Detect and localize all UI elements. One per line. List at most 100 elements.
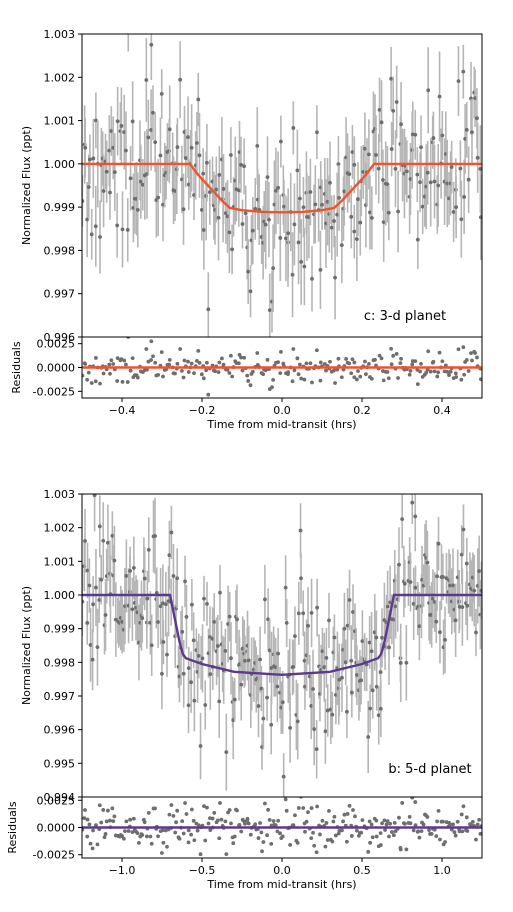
data-point xyxy=(124,148,128,153)
x-tick-label: −0.2 xyxy=(189,404,216,417)
residual-point xyxy=(259,830,264,835)
data-point xyxy=(458,166,463,171)
residual-point xyxy=(261,840,266,844)
observations xyxy=(82,494,482,797)
residual-point xyxy=(443,840,447,844)
residual-point xyxy=(459,812,464,817)
residual-point xyxy=(398,847,403,852)
data-point xyxy=(258,657,262,662)
residual-point xyxy=(425,815,430,819)
data-point xyxy=(435,574,440,579)
data-point xyxy=(417,624,422,629)
data-point xyxy=(332,219,336,223)
data-point xyxy=(333,275,337,280)
data-point xyxy=(267,648,272,653)
data-point xyxy=(325,708,330,713)
residual-point xyxy=(391,353,396,358)
residual-point xyxy=(148,834,153,839)
data-point xyxy=(167,127,172,132)
residual-point xyxy=(387,834,391,839)
data-point xyxy=(181,671,186,676)
residual-point xyxy=(174,820,178,825)
residual-point xyxy=(416,829,421,834)
residual-point xyxy=(428,369,433,374)
residual-point xyxy=(381,378,386,383)
residual-point xyxy=(434,834,439,839)
y-tick-label: 0.996 xyxy=(44,724,76,737)
data-point xyxy=(309,704,314,708)
data-point xyxy=(206,307,211,312)
residual-point xyxy=(85,834,90,839)
data-point xyxy=(396,209,400,214)
residual-point xyxy=(93,356,98,360)
data-point xyxy=(415,237,420,242)
data-point xyxy=(203,703,208,707)
residual-point xyxy=(461,345,466,350)
residual-point xyxy=(310,380,314,385)
residual-point xyxy=(271,377,276,382)
residual-point xyxy=(227,808,232,812)
residual-point xyxy=(418,369,422,374)
data-point xyxy=(301,205,306,210)
data-point xyxy=(398,661,403,665)
residual-point xyxy=(349,371,354,376)
residual-point xyxy=(367,819,372,824)
data-point xyxy=(434,619,439,624)
data-point xyxy=(367,640,372,645)
data-point xyxy=(104,169,109,174)
residual-point xyxy=(119,357,124,362)
data-point xyxy=(99,577,104,582)
data-point xyxy=(208,635,212,639)
residual-point xyxy=(224,852,229,856)
data-point xyxy=(474,630,478,635)
data-point xyxy=(350,150,355,154)
data-point xyxy=(413,585,418,590)
residual-point xyxy=(228,353,233,358)
data-point xyxy=(296,611,301,616)
residual-point xyxy=(429,832,434,836)
residual-point xyxy=(266,807,271,812)
residual-point xyxy=(318,378,323,383)
residual-point xyxy=(448,822,452,827)
residual-point xyxy=(82,816,87,821)
residual-point xyxy=(436,809,441,813)
residual-point xyxy=(304,819,309,824)
data-point xyxy=(97,524,102,529)
residual-point xyxy=(378,843,383,847)
data-point xyxy=(408,177,413,181)
data-point xyxy=(261,716,266,721)
residual-point xyxy=(378,831,383,836)
residual-point xyxy=(453,833,458,838)
residual-point xyxy=(153,806,157,811)
residual-point xyxy=(464,815,469,820)
residual-point xyxy=(85,817,90,822)
residual-point xyxy=(283,797,288,802)
data-point xyxy=(453,618,458,623)
residual-point xyxy=(299,376,304,381)
data-point xyxy=(393,604,398,609)
residual-y-tick-label: 0.0025 xyxy=(37,794,76,807)
data-point xyxy=(472,588,477,593)
y-tick-label: 0.994 xyxy=(44,791,76,804)
x-tick-label: 0.4 xyxy=(433,404,451,417)
data-point xyxy=(425,560,430,565)
residual-point xyxy=(240,368,245,373)
residual-point xyxy=(295,841,300,845)
residual-point xyxy=(426,349,431,354)
data-point xyxy=(479,588,482,593)
residual-point xyxy=(106,808,110,813)
data-point xyxy=(242,164,247,169)
residual-point xyxy=(159,350,164,354)
residual-point xyxy=(145,367,149,372)
data-point xyxy=(351,610,355,614)
data-point xyxy=(151,110,155,115)
residual-point xyxy=(431,359,436,364)
residual-point xyxy=(432,827,437,832)
residual-point xyxy=(385,819,390,824)
data-point xyxy=(87,583,92,588)
residual-point xyxy=(260,849,264,854)
residual-point xyxy=(115,379,120,383)
residual-point xyxy=(248,383,253,388)
data-point xyxy=(291,126,296,130)
data-point xyxy=(153,140,158,145)
